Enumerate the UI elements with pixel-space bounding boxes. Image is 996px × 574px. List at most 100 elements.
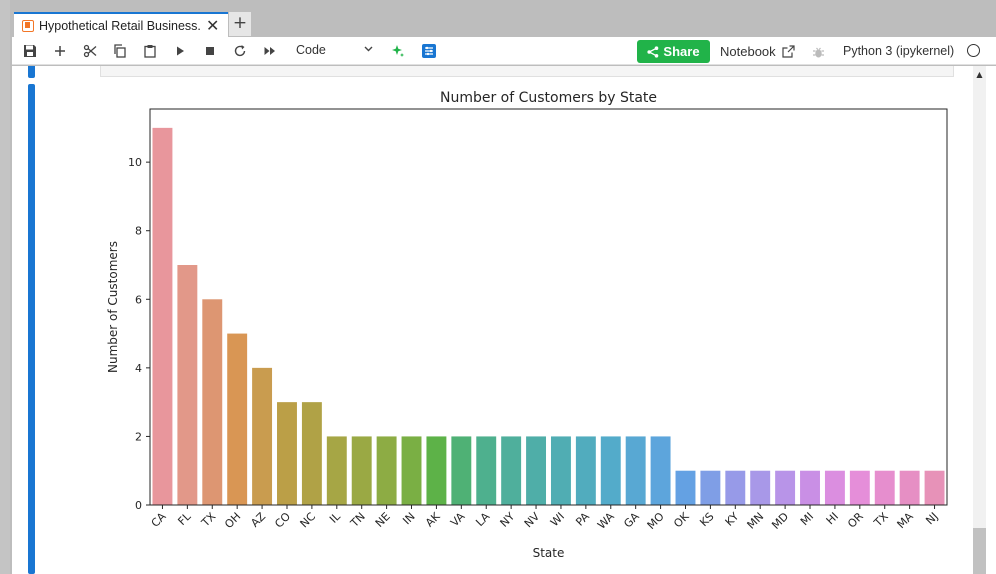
chevron-down-icon[interactable] <box>363 43 374 57</box>
tab-bar: Hypothetical Retail Business. ✕ + <box>0 0 996 37</box>
x-tick-label: NY <box>497 510 517 530</box>
bar <box>849 470 870 505</box>
bar <box>675 470 696 505</box>
tab-notebook[interactable]: Hypothetical Retail Business. ✕ <box>14 12 228 37</box>
cell-type-select[interactable]: Code <box>296 43 326 57</box>
add-cell-icon[interactable] <box>51 42 69 60</box>
x-tick-label: FL <box>175 509 194 528</box>
x-tick-label: GA <box>621 510 642 531</box>
bar <box>526 436 547 505</box>
x-tick-label: HI <box>824 510 841 527</box>
bar <box>550 436 571 505</box>
restart-icon[interactable] <box>231 42 249 60</box>
bar <box>924 470 945 505</box>
new-tab-button[interactable]: + <box>229 12 251 36</box>
x-tick-label: OK <box>671 509 692 530</box>
kernel-name[interactable]: Python 3 (ipykernel) <box>843 44 955 58</box>
bar <box>252 367 273 505</box>
y-tick-label: 4 <box>135 362 142 375</box>
x-tick-label: NC <box>298 510 319 531</box>
bar <box>426 436 447 505</box>
x-tick-label: WA <box>595 510 617 532</box>
bar <box>775 470 796 505</box>
x-tick-label: MI <box>798 510 816 528</box>
bar <box>600 436 621 505</box>
x-tick-label: OR <box>845 510 866 531</box>
close-icon[interactable]: ✕ <box>206 15 220 35</box>
bar <box>725 470 746 505</box>
kernel-status-icon <box>967 44 980 57</box>
bar <box>501 436 522 505</box>
x-tick-label: NV <box>522 510 543 531</box>
stop-icon[interactable] <box>201 42 219 60</box>
copy-icon[interactable] <box>111 42 129 60</box>
debugger-icon[interactable] <box>812 44 825 63</box>
y-tick-label: 8 <box>135 225 142 238</box>
run-icon[interactable] <box>171 42 189 60</box>
cell-collapser-previous[interactable] <box>28 66 35 78</box>
x-tick-label: NJ <box>923 510 940 527</box>
cut-icon[interactable] <box>81 42 99 60</box>
x-tick-label: MA <box>895 510 917 532</box>
x-tick-label: LA <box>473 510 492 529</box>
x-tick-label: MN <box>745 510 767 532</box>
bar <box>177 265 198 505</box>
y-tick-label: 2 <box>135 430 142 443</box>
x-tick-label: CO <box>272 510 293 531</box>
bar <box>451 436 472 505</box>
x-tick-label: PA <box>573 510 592 529</box>
x-tick-label: NE <box>373 510 393 530</box>
bar <box>575 436 596 505</box>
bar <box>301 402 322 505</box>
bar <box>476 436 497 505</box>
share-label: Share <box>663 44 700 59</box>
x-tick-label: MD <box>769 510 791 532</box>
bar <box>650 436 671 505</box>
x-tick-label: KS <box>697 510 716 529</box>
plot-frame <box>149 108 948 506</box>
bar <box>824 470 845 505</box>
bar <box>800 470 820 505</box>
notebook-icon <box>22 19 34 32</box>
bar <box>874 470 895 505</box>
bar <box>202 299 223 505</box>
cell-collapser[interactable] <box>28 84 35 574</box>
scrollbar-track[interactable] <box>973 66 986 574</box>
x-tick-label: IN <box>400 510 417 527</box>
previous-cell-output <box>100 66 954 77</box>
chart-title: Number of Customers by State <box>440 90 657 106</box>
notebook-link[interactable]: Notebook <box>720 44 776 59</box>
x-tick-label: KY <box>723 510 742 529</box>
x-tick-label: IL <box>327 509 343 525</box>
scroll-up-arrow[interactable]: ▲ <box>976 70 983 79</box>
bar <box>401 436 422 505</box>
x-tick-label: TX <box>198 510 218 530</box>
bar <box>152 127 173 505</box>
bar <box>625 436 646 505</box>
left-sidebar-strip <box>0 0 10 574</box>
x-tick-label: CA <box>149 510 169 530</box>
paste-icon[interactable] <box>141 42 159 60</box>
scrollbar-thumb[interactable] <box>973 528 986 574</box>
notebook-toolbar: Code Share Notebook Python 3 (ipykernel) <box>12 37 996 65</box>
external-link-icon[interactable] <box>782 43 795 62</box>
ai-sparkle-icon[interactable] <box>389 42 407 60</box>
bar <box>227 333 248 505</box>
y-tick-label: 0 <box>135 499 142 512</box>
x-tick-label: MO <box>645 510 667 532</box>
x-tick-label: AZ <box>248 510 268 530</box>
share-button[interactable]: Share <box>637 40 710 63</box>
y-tick-label: 6 <box>135 293 142 306</box>
notebook-panel: ▲ 0 2 4 6 8 10 CA FL TX OH AZ CO NC IL TN NE IN AK VA LA NY N… <box>12 66 996 574</box>
bar <box>700 470 721 505</box>
property-inspector-icon[interactable] <box>420 42 438 60</box>
bar <box>899 470 920 505</box>
fast-forward-icon[interactable] <box>261 42 279 60</box>
y-axis-label: Number of Customers <box>106 241 120 373</box>
share-icon <box>647 45 659 58</box>
y-tick-label: 10 <box>128 156 142 169</box>
save-icon[interactable] <box>21 42 39 60</box>
x-tick-label: AK <box>423 509 443 529</box>
